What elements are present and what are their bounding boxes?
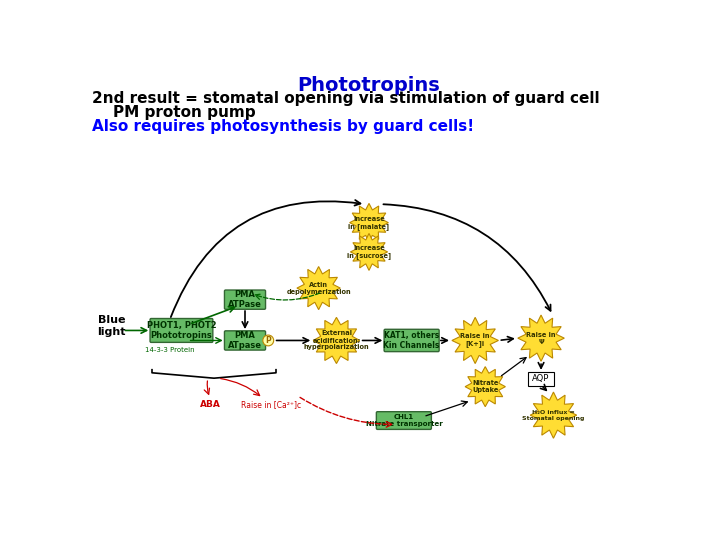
- Polygon shape: [313, 318, 360, 363]
- FancyBboxPatch shape: [225, 290, 266, 309]
- Text: PM proton pump: PM proton pump: [92, 105, 256, 120]
- Text: PMA
ATpase: PMA ATpase: [228, 331, 262, 350]
- Text: Also requires photosynthesis by guard cells!: Also requires photosynthesis by guard ce…: [92, 119, 474, 134]
- Text: 14-3-3 Protein: 14-3-3 Protein: [145, 347, 194, 353]
- Text: Blue
light: Blue light: [97, 315, 126, 336]
- Text: Phototropins: Phototropins: [297, 76, 441, 96]
- Polygon shape: [351, 233, 387, 271]
- Text: Raise in
Ψ: Raise in Ψ: [526, 332, 556, 345]
- Polygon shape: [452, 318, 498, 363]
- Text: AQP: AQP: [532, 374, 550, 383]
- Circle shape: [263, 335, 274, 346]
- Polygon shape: [350, 204, 388, 242]
- FancyBboxPatch shape: [150, 319, 213, 342]
- Text: 2nd result = stomatal opening via stimulation of guard cell: 2nd result = stomatal opening via stimul…: [92, 91, 600, 106]
- Text: PHOT1, PHOT2
Phototropins: PHOT1, PHOT2 Phototropins: [147, 321, 216, 340]
- Polygon shape: [297, 267, 341, 309]
- Text: Increase
in [malate]: Increase in [malate]: [348, 215, 390, 230]
- Text: KAT1, others
Kin Channels: KAT1, others Kin Channels: [384, 331, 440, 350]
- Text: P: P: [266, 336, 271, 345]
- FancyBboxPatch shape: [225, 331, 266, 350]
- Text: Increase
in [sucrose]: Increase in [sucrose]: [347, 245, 391, 259]
- Text: External
acidification;
hyperpolarization: External acidification; hyperpolarizatio…: [304, 330, 369, 350]
- Text: Raise in
[K+]i: Raise in [K+]i: [460, 334, 490, 347]
- Text: Raise in [Ca²⁺]c: Raise in [Ca²⁺]c: [240, 400, 301, 409]
- Polygon shape: [530, 392, 577, 438]
- Text: Nitrate
Uptake: Nitrate Uptake: [472, 380, 498, 393]
- FancyBboxPatch shape: [377, 411, 431, 429]
- Text: Actin
depolymerization: Actin depolymerization: [287, 281, 351, 295]
- Polygon shape: [518, 315, 564, 361]
- FancyBboxPatch shape: [384, 329, 439, 352]
- Text: ABA: ABA: [199, 400, 220, 409]
- FancyBboxPatch shape: [528, 372, 554, 386]
- Text: CHL1
Nitrate transporter: CHL1 Nitrate transporter: [366, 414, 442, 427]
- Text: PMA
ATPase: PMA ATPase: [228, 290, 262, 309]
- Text: H₂O influx =
Stomatal opening: H₂O influx = Stomatal opening: [522, 410, 585, 421]
- Polygon shape: [465, 367, 505, 407]
